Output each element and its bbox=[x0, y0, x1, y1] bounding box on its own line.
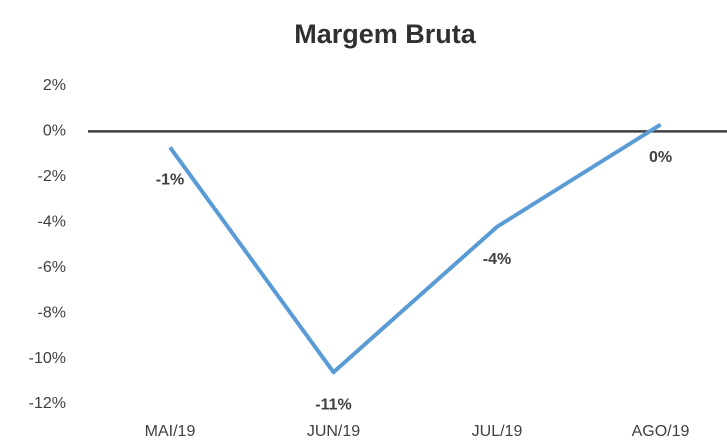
x-tick-label: JUL/19 bbox=[472, 423, 523, 440]
y-tick-label: 0% bbox=[43, 123, 66, 140]
data-label: -1% bbox=[156, 172, 184, 189]
x-tick-label: JUN/19 bbox=[307, 423, 360, 440]
y-tick-label: -6% bbox=[38, 259, 66, 276]
data-label: -11% bbox=[315, 396, 351, 413]
y-tick-label: -12% bbox=[29, 395, 66, 412]
x-tick-label: AGO/19 bbox=[632, 423, 690, 440]
line bbox=[168, 122, 662, 375]
x-tick-label: MAI/19 bbox=[145, 423, 196, 440]
data-label: -4% bbox=[483, 251, 511, 268]
y-tick-label: -10% bbox=[29, 350, 66, 367]
y-tick-label: -2% bbox=[38, 168, 66, 185]
chart-title: Margem Bruta bbox=[294, 19, 477, 49]
y-tick-label: -8% bbox=[38, 304, 66, 321]
y-tick-label: 2% bbox=[43, 77, 66, 94]
data-label: 0% bbox=[649, 149, 672, 166]
y-tick-label: -4% bbox=[38, 214, 66, 231]
